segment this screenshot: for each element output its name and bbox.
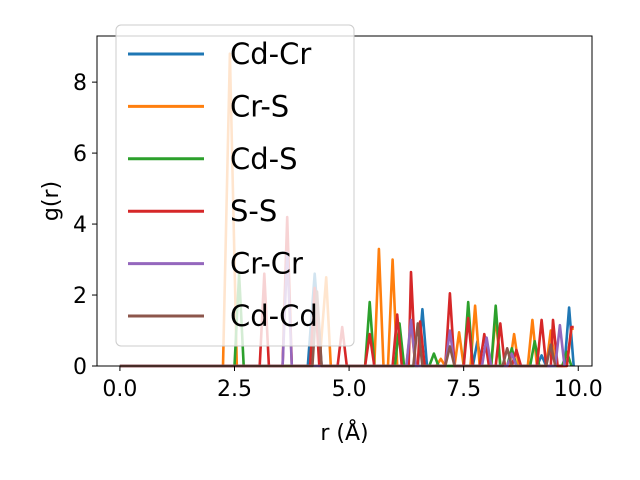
x-tick-label: 5.0 [332, 377, 367, 402]
legend-label: Cr-Cr [230, 247, 303, 281]
legend-box [115, 24, 355, 347]
x-tick-label: 0.0 [102, 377, 137, 402]
y-axis-ticks: 0 2 4 6 8 [73, 71, 97, 380]
x-tick-label: 7.5 [446, 377, 481, 402]
x-tick-label: 2.5 [217, 377, 252, 402]
x-axis-ticks: 0.0 2.5 5.0 7.5 10.0 [102, 366, 603, 402]
legend-label: S-S [230, 194, 277, 228]
legend-label: Cd-Cd [230, 299, 318, 333]
legend-label: Cr-S [230, 89, 289, 123]
legend: Cd-Cr Cr-S Cd-S S-S Cr-Cr Cd-Cd [115, 24, 355, 347]
x-axis-label: r (Å) [320, 419, 368, 446]
y-tick-label: 6 [73, 142, 87, 167]
legend-label: Cd-S [230, 142, 298, 176]
y-tick-label: 0 [73, 355, 87, 380]
x-tick-label: 10.0 [554, 377, 603, 402]
y-tick-label: 8 [73, 71, 87, 96]
legend-label: Cd-Cr [230, 37, 311, 71]
y-axis-label: g(r) [39, 181, 64, 221]
y-tick-label: 4 [73, 213, 87, 238]
y-tick-label: 2 [73, 284, 87, 309]
